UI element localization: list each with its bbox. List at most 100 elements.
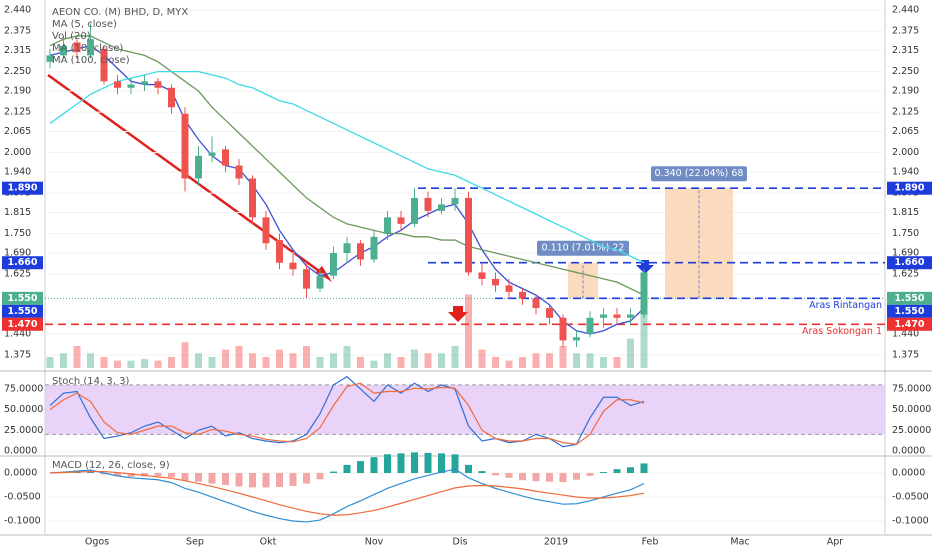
macd-histogram-bar	[546, 473, 553, 482]
volume-bar	[222, 349, 229, 368]
candle-body	[505, 285, 513, 292]
candle-body	[451, 197, 459, 205]
macd-histogram-bar	[141, 473, 148, 477]
y-tick-label: -0.1000	[4, 515, 41, 526]
y-tick-label: 25.0000	[4, 425, 43, 436]
candle-body	[289, 262, 297, 270]
macd-histogram-bar	[505, 473, 513, 478]
volume-bar	[357, 356, 364, 368]
volume-bar	[478, 349, 486, 368]
level-label-bg	[887, 181, 932, 195]
y-tick-label: 25.0000	[892, 425, 931, 436]
x-tick-label: Nov	[365, 537, 384, 548]
volume-bar	[235, 345, 243, 368]
candle-body	[141, 81, 148, 85]
level-label: 1.470	[7, 319, 37, 330]
macd-histogram-bar	[195, 473, 202, 482]
volume-bar	[519, 356, 526, 368]
y-tick-label: -0.0500	[892, 492, 929, 503]
panel-title: MACD (12, 26, close, 9)	[52, 460, 170, 471]
macd-histogram-bar	[438, 453, 445, 474]
macd-histogram-bar	[519, 473, 526, 481]
y-tick-label: 1.815	[892, 207, 919, 218]
macd-histogram-bar	[276, 473, 283, 487]
measure-label-bg	[651, 166, 747, 182]
ma-line	[49, 35, 645, 296]
y-tick-label: 50.0000	[892, 404, 931, 415]
candle-body	[492, 278, 499, 286]
candle-body	[100, 48, 108, 82]
volume-bar	[330, 353, 337, 368]
macd-histogram-bar	[303, 473, 310, 484]
candle-body	[154, 81, 162, 88]
macd-histogram-bar	[168, 473, 175, 478]
macd-histogram-bar	[397, 453, 405, 474]
macd-histogram-bar	[451, 454, 459, 474]
volume-bar	[411, 349, 418, 368]
macd-histogram-bar	[357, 461, 364, 474]
level-note: Aras Sokongan 1	[802, 326, 882, 337]
candle-body	[87, 39, 94, 56]
candle-body	[262, 217, 270, 244]
candle-body	[235, 165, 243, 179]
level-label: 1.890	[894, 183, 924, 194]
volume-bar	[262, 356, 270, 368]
x-tick-label: Feb	[642, 537, 659, 548]
candle-body	[114, 81, 121, 88]
macd-histogram-bar	[424, 452, 432, 474]
measure-label-bg	[537, 240, 629, 256]
candle-body	[573, 337, 580, 341]
volume-bar	[195, 353, 202, 368]
y-tick-label: 75.0000	[892, 384, 931, 395]
candle-body	[424, 197, 432, 211]
x-tick-label: Dis	[453, 537, 468, 548]
level-label: 1.470	[894, 319, 924, 330]
macd-histogram-bar	[559, 473, 567, 483]
level-label-bg	[887, 291, 932, 305]
candle-body	[168, 87, 175, 108]
macd-histogram-bar	[613, 469, 621, 474]
macd-histogram-bar	[181, 473, 189, 481]
macd-line	[49, 470, 645, 516]
volume-bar	[573, 353, 580, 368]
candle-body	[60, 45, 67, 56]
volume-bar	[289, 353, 297, 368]
level-label-bg	[887, 317, 932, 331]
y-tick-label: 2.065	[4, 126, 31, 137]
volume-bar	[546, 353, 553, 368]
level-label: 1.890	[7, 183, 37, 194]
candle-body	[465, 197, 472, 273]
y-tick-label: 1.375	[4, 350, 31, 361]
candle-body	[519, 291, 526, 299]
level-label: 1.660	[7, 257, 37, 268]
volume-bar	[249, 353, 256, 368]
y-tick-label: 2.125	[892, 107, 919, 118]
macd-histogram-bar	[640, 463, 648, 474]
candle-body	[222, 149, 229, 166]
stoch-band	[45, 384, 885, 435]
volume-bar	[559, 345, 567, 368]
volume-bar	[600, 356, 607, 368]
y-tick-label: 2.250	[892, 66, 919, 77]
candle-body	[370, 236, 378, 260]
macd-line	[49, 468, 645, 523]
level-label-bg	[2, 291, 43, 305]
y-tick-label: 2.190	[4, 86, 31, 97]
volume-bar	[60, 353, 67, 368]
macd-histogram-bar	[600, 472, 607, 474]
level-label-bg	[2, 181, 43, 195]
level-label: 1.550	[894, 306, 924, 317]
macd-histogram-bar	[249, 473, 256, 488]
candle-body	[195, 155, 202, 179]
y-tick-label: 0.0000	[892, 468, 925, 479]
volume-bar	[384, 353, 391, 368]
volume-bar	[276, 349, 283, 368]
volume-bar	[87, 353, 94, 368]
y-tick-label: 1.625	[4, 269, 31, 280]
macd-histogram-bar	[370, 457, 378, 474]
candle-body	[478, 272, 486, 279]
macd-histogram-bar	[586, 473, 594, 476]
macd-histogram-bar	[532, 473, 540, 482]
candle-body	[316, 275, 324, 289]
